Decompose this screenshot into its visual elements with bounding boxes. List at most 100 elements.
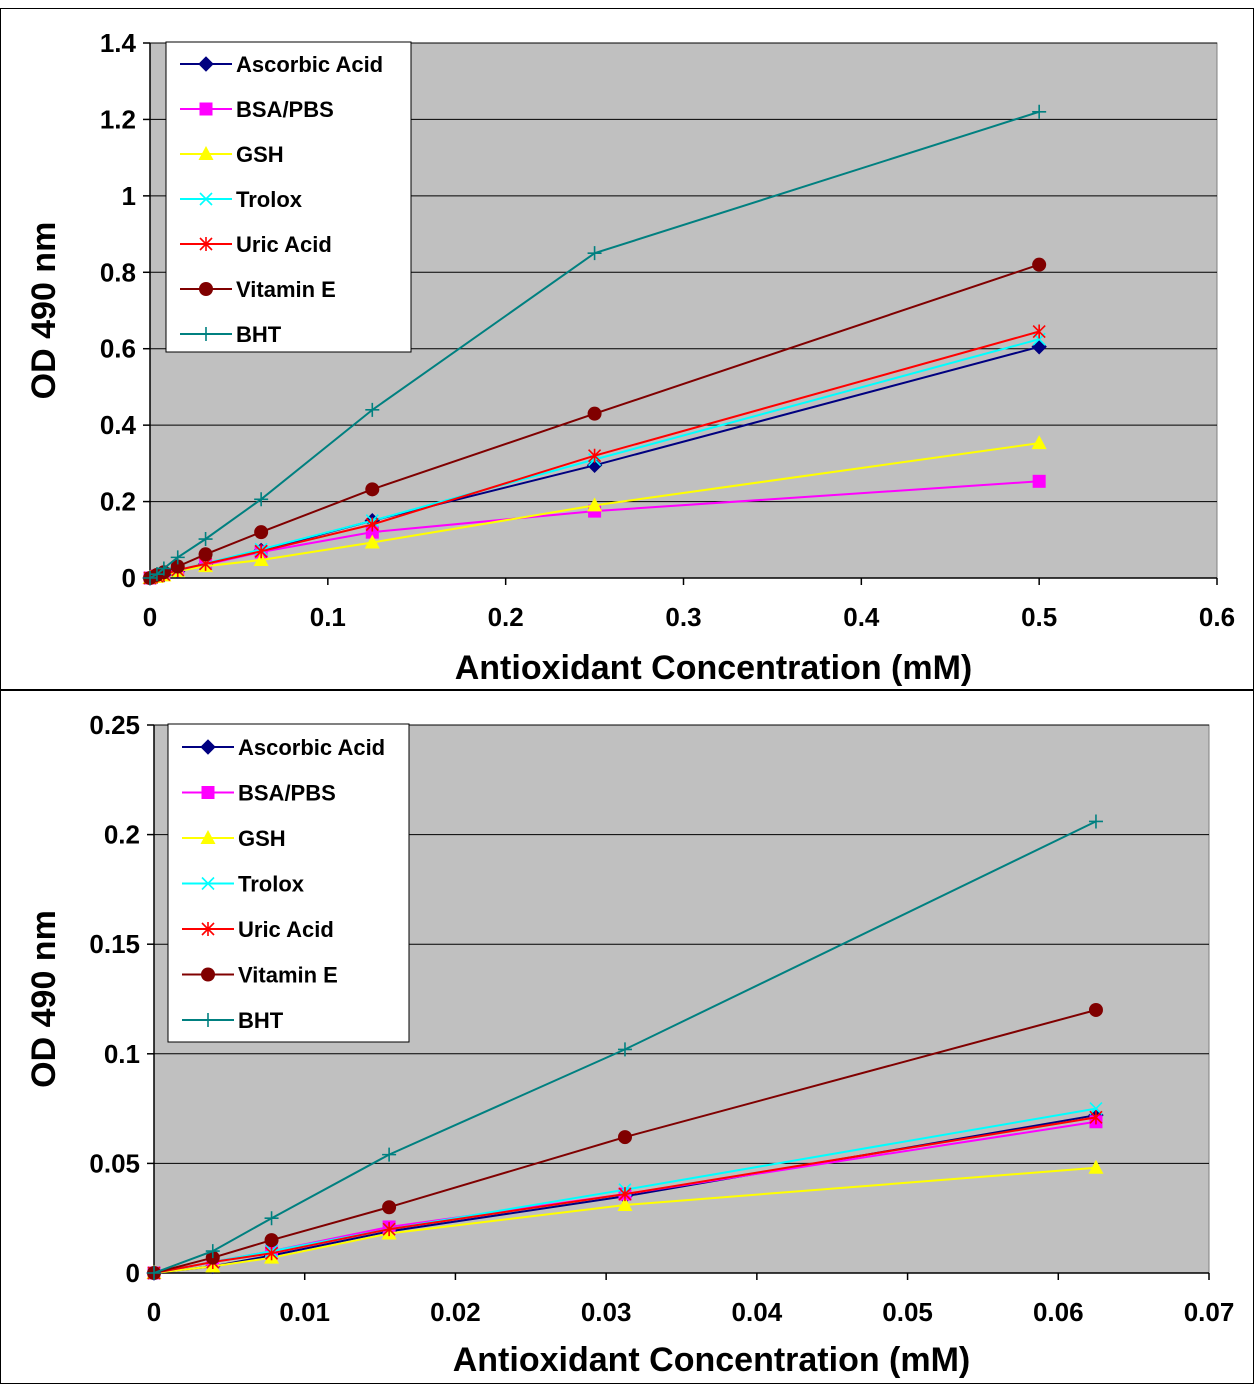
bottom-x-tick-label: 0.03	[581, 1297, 632, 1327]
top-data-point-vitamin-e	[170, 559, 185, 574]
chart-panel-top: 0 0.2 0.4 0.6 0.8 1 1.2 1.4 0 0.1 0.2 0.3 0.4 0.5 0.6 A…	[0, 8, 1254, 690]
bottom-x-tick-label: 0.05	[882, 1297, 933, 1327]
bottom-y-tick-label: 0.15	[89, 929, 140, 959]
chart-svg-bottom: 0 0.05 0.1 0.15 0.2 0.25 0 0.01 0.02 0.03 0.04 0.05…	[25, 710, 1235, 1379]
top-legend-marker	[199, 237, 213, 251]
top-data-point-vitamin-e	[365, 482, 380, 497]
bottom-legend-item-trolox: Trolox	[182, 872, 305, 897]
bottom-legend-item-bsa-pbs: BSA/PBS	[182, 781, 336, 806]
bottom-data-point-uric-acid	[382, 1222, 396, 1237]
top-data-point-uric-acid	[254, 544, 268, 559]
top-data-point-ascorbic-acid	[586, 457, 603, 473]
top-x-tick-label: 0.2	[488, 602, 524, 632]
bottom-legend-item-ascorbic-acid: Ascorbic Acid	[182, 735, 385, 760]
bottom-legend-marker	[201, 1013, 215, 1027]
top-data-point-vitamin-e	[1032, 257, 1047, 272]
top-data-point-bht	[170, 550, 185, 565]
bottom-legend-label: Ascorbic Acid	[238, 735, 385, 760]
bottom-legend-marker	[200, 739, 216, 755]
top-x-tick-label: 0.4	[843, 602, 880, 632]
bottom-series-line-bht	[153, 820, 1097, 1274]
top-data-point-gsh	[587, 497, 603, 512]
top-legend-box	[165, 41, 412, 353]
top-data-point-vitamin-e	[254, 525, 269, 540]
top-data-point-bht	[1032, 104, 1047, 119]
bottom-data-point-vitamin-e	[1088, 1002, 1103, 1017]
bottom-data-point-uric-acid	[264, 1246, 279, 1261]
top-legend-marker	[199, 282, 213, 296]
top-data-point-bht	[587, 246, 602, 261]
top-legend-item-bsa-pbs: BSA/PBS	[180, 97, 334, 122]
bottom-legend-label: Trolox	[238, 872, 305, 897]
bottom-x-axis-label: Antioxidant Concentration (mM)	[453, 1341, 971, 1379]
top-legend-item-uric-acid: Uric Acid	[180, 232, 332, 257]
top-data-point-bsa-pbs	[1032, 474, 1046, 488]
bottom-series-vitamin-e	[147, 1002, 1103, 1280]
top-data-point-bht	[149, 567, 164, 582]
chart-panel-bottom: 0 0.05 0.1 0.15 0.2 0.25 0 0.01 0.02 0.03 0.04 0.05…	[0, 690, 1254, 1384]
top-y-tick-label: 0.2	[100, 487, 136, 517]
bottom-legend-label: Vitamin E	[238, 963, 338, 988]
top-y-tick-label: 0.6	[100, 334, 136, 364]
bottom-legend-marker	[201, 922, 215, 936]
top-y-tick-label: 1.4	[100, 28, 137, 58]
top-data-point-uric-acid	[1032, 324, 1046, 339]
bottom-series-line-gsh	[153, 1166, 1097, 1274]
top-y-tick-label: 0	[122, 563, 136, 593]
bottom-series-bht	[147, 814, 1103, 1280]
bottom-legend-item-vitamin-e: Vitamin E	[182, 963, 338, 988]
bottom-y-tick-label: 0.25	[89, 710, 140, 740]
bottom-legend-marker	[201, 876, 215, 891]
bottom-legend-marker	[201, 786, 215, 799]
top-data-point-vitamin-e	[587, 406, 602, 421]
bottom-x-tick-label: 0.07	[1184, 1297, 1235, 1327]
bottom-data-point-uric-acid	[618, 1187, 632, 1202]
bottom-data-point-bht	[205, 1244, 220, 1259]
top-y-axis-label: OD 490 nm	[25, 222, 63, 400]
top-data-point-uric-acid	[365, 517, 379, 532]
top-y-tick-label: 1	[122, 181, 136, 211]
top-legend-marker	[198, 56, 214, 72]
bottom-y-tick-label: 0.1	[104, 1039, 140, 1069]
bottom-legend-label: Uric Acid	[238, 917, 334, 942]
top-x-tick-label: 0.6	[1199, 602, 1235, 632]
top-legend-item-trolox: Trolox	[180, 187, 303, 212]
top-legend-label: BSA/PBS	[236, 97, 334, 122]
top-legend-label: GSH	[236, 142, 284, 167]
chart-svg-top: 0 0.2 0.4 0.6 0.8 1 1.2 1.4 0 0.1 0.2 0.3 0.4 0.5 0.6 A…	[25, 28, 1235, 687]
bottom-y-axis-label: OD 490 nm	[25, 910, 63, 1088]
top-legend-item-bht: BHT	[180, 322, 282, 347]
top-data-point-gsh	[1031, 435, 1047, 450]
top-data-point-gsh	[364, 534, 380, 549]
top-legend-item-vitamin-e: Vitamin E	[180, 277, 336, 302]
bottom-legend: Ascorbic Acid BSA/PBS GSH Trolox Uric Acid Vi…	[167, 723, 410, 1043]
bottom-y-tick-label: 0.05	[89, 1148, 140, 1178]
top-data-point-bht	[254, 492, 269, 507]
top-legend-item-ascorbic-acid: Ascorbic Acid	[180, 52, 383, 77]
top-y-tick-label: 0.4	[100, 410, 137, 440]
bottom-x-tick-label: 0.06	[1033, 1297, 1084, 1327]
top-data-point-vitamin-e	[198, 547, 213, 562]
top-y-tick-label: 0.8	[100, 257, 136, 287]
bottom-series-line-vitamin-e	[153, 1009, 1097, 1274]
bottom-series-line-uric-acid	[153, 1116, 1097, 1274]
bottom-data-point-bht	[1088, 814, 1103, 829]
top-legend: Ascorbic Acid BSA/PBS GSH Trolox Uric Acid Vi…	[165, 41, 412, 353]
bottom-legend-marker	[201, 967, 215, 982]
top-legend-label: Uric Acid	[236, 232, 332, 257]
top-data-point-bht	[143, 571, 157, 585]
bottom-y-tick-label: 0	[126, 1258, 140, 1288]
top-x-tick-label: 0.5	[1021, 602, 1057, 632]
top-legend-label: Ascorbic Acid	[236, 52, 383, 77]
top-legend-label: BHT	[236, 322, 282, 347]
top-legend-label: Vitamin E	[236, 277, 336, 302]
top-data-point-gsh	[253, 552, 269, 567]
bottom-data-point-bht	[382, 1147, 397, 1162]
top-x-tick-label: 0.1	[310, 602, 346, 632]
bottom-data-point-uric-acid	[1089, 1110, 1103, 1125]
top-legend-item-gsh: GSH	[180, 142, 284, 167]
top-legend-marker	[199, 192, 213, 206]
top-x-axis-label: Antioxidant Concentration (mM)	[455, 649, 973, 687]
bottom-legend-marker	[200, 830, 216, 844]
top-data-point-bsa-pbs	[365, 525, 379, 539]
